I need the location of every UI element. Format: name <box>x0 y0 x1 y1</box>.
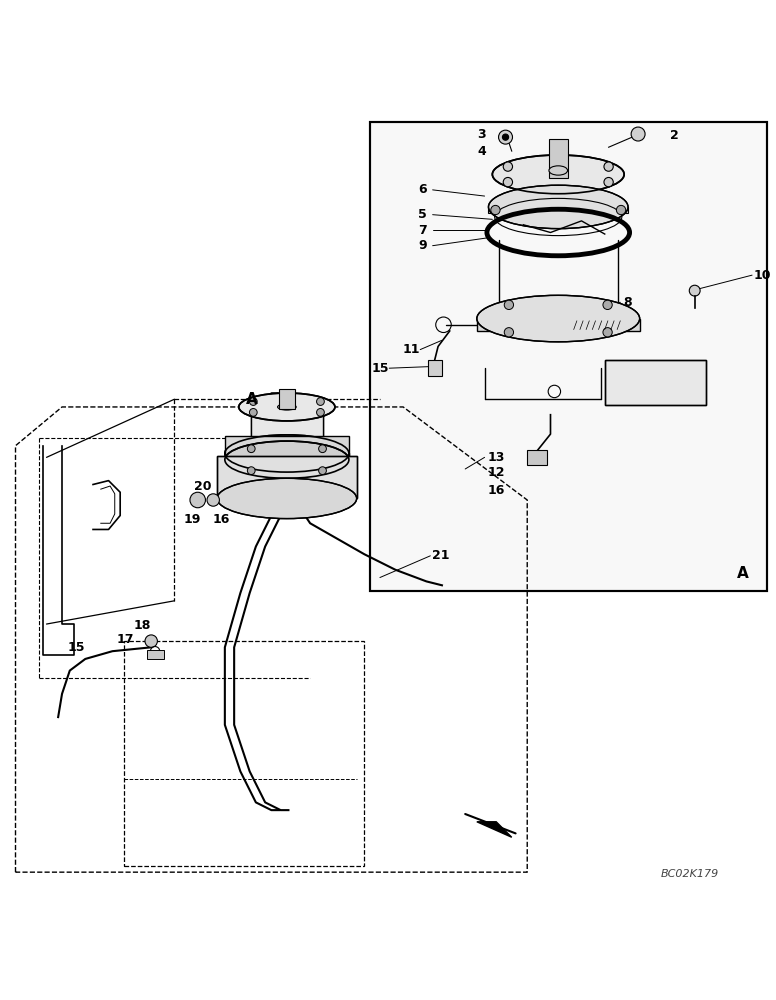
Circle shape <box>490 205 500 215</box>
Text: 4: 4 <box>477 145 486 158</box>
Bar <box>549 139 567 178</box>
Circle shape <box>502 134 508 140</box>
Text: 13: 13 <box>487 451 505 464</box>
Bar <box>217 456 357 498</box>
Bar <box>370 122 767 591</box>
Bar <box>147 650 165 659</box>
Text: BC02K179: BC02K179 <box>661 869 719 879</box>
Circle shape <box>604 162 613 171</box>
Text: 6: 6 <box>418 183 427 196</box>
Circle shape <box>689 285 700 296</box>
Text: 17: 17 <box>117 633 134 646</box>
Circle shape <box>504 328 514 337</box>
Text: 15: 15 <box>68 641 85 654</box>
Ellipse shape <box>278 404 296 410</box>
Ellipse shape <box>225 435 349 472</box>
Circle shape <box>248 445 255 453</box>
Circle shape <box>503 177 512 187</box>
Circle shape <box>317 409 324 416</box>
Text: 8: 8 <box>624 296 632 309</box>
Circle shape <box>248 467 255 475</box>
Text: 19: 19 <box>184 513 201 526</box>
Circle shape <box>145 635 158 647</box>
Circle shape <box>319 467 327 475</box>
Bar <box>124 641 365 866</box>
Text: A: A <box>736 566 748 581</box>
Text: 7: 7 <box>418 224 427 237</box>
Circle shape <box>317 398 324 405</box>
Text: 16: 16 <box>487 484 505 497</box>
Circle shape <box>631 127 645 141</box>
Text: 20: 20 <box>195 480 212 493</box>
Text: 10: 10 <box>753 269 771 282</box>
Polygon shape <box>476 822 511 837</box>
Ellipse shape <box>239 393 335 421</box>
Circle shape <box>249 409 257 416</box>
Ellipse shape <box>225 441 349 478</box>
Text: 21: 21 <box>431 549 449 562</box>
Ellipse shape <box>549 166 567 175</box>
Text: 3: 3 <box>477 128 486 141</box>
Text: 15: 15 <box>371 362 389 375</box>
Bar <box>476 319 639 331</box>
Text: 9: 9 <box>418 239 427 252</box>
Text: 16: 16 <box>213 513 230 526</box>
Circle shape <box>504 300 514 310</box>
Circle shape <box>249 398 257 405</box>
Bar <box>370 122 767 591</box>
Circle shape <box>503 162 512 171</box>
Text: 5: 5 <box>418 208 427 221</box>
Bar <box>251 407 323 453</box>
Circle shape <box>498 130 512 144</box>
Ellipse shape <box>492 155 624 194</box>
Ellipse shape <box>488 185 628 229</box>
Bar <box>605 360 705 405</box>
Text: 18: 18 <box>133 619 151 632</box>
Circle shape <box>604 177 613 187</box>
Bar <box>217 456 357 498</box>
Circle shape <box>603 328 612 337</box>
Bar <box>225 436 349 460</box>
Text: A: A <box>246 392 258 407</box>
Circle shape <box>207 494 220 506</box>
Bar <box>428 360 442 376</box>
Bar <box>279 389 295 409</box>
Circle shape <box>190 492 206 508</box>
Bar <box>527 450 546 465</box>
Circle shape <box>603 300 612 310</box>
Circle shape <box>319 445 327 453</box>
Text: 12: 12 <box>487 466 505 479</box>
Bar <box>605 360 705 405</box>
Ellipse shape <box>476 295 639 342</box>
Text: 11: 11 <box>402 343 420 356</box>
Text: 2: 2 <box>670 129 679 142</box>
Bar <box>488 207 628 213</box>
Ellipse shape <box>217 478 357 519</box>
Circle shape <box>616 205 625 215</box>
